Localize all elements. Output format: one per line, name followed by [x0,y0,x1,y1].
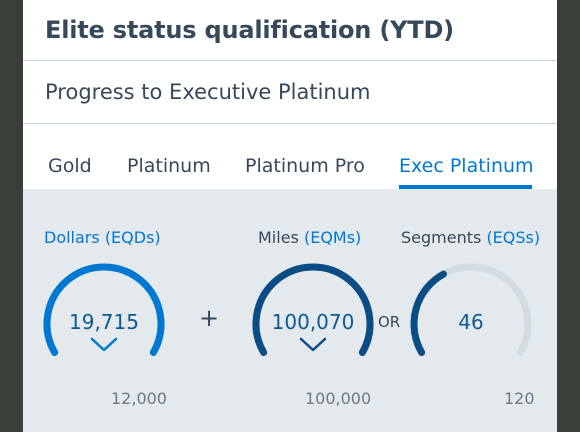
progress-title: Progress to Executive Platinum [45,80,371,104]
miles-value: 100,070 [271,310,355,334]
tab-exec-platinum[interactable]: Exec Platinum [399,155,534,177]
active-tab-indicator [399,185,532,189]
dollars-label: Dollars (EQDs) [44,228,161,247]
tab-platinum-pro[interactable]: Platinum Pro [245,155,365,177]
progress-panel: Dollars (EQDs) Miles (EQMs) Segments (EQ… [23,189,557,432]
miles-label-unit: (EQMs) [303,228,362,247]
dollars-label-main: Dollars [44,228,100,247]
miles-label-main: Miles [258,228,299,247]
progress-heading: Progress to Executive Platinum [23,61,557,124]
miles-progress-ring [252,263,374,356]
dollars-label-unit: (EQDs) [104,228,161,247]
dollars-ring-fill [43,263,165,356]
miles-label: Miles (EQMs) [258,228,361,247]
segments-label-unit: (EQSs) [486,228,541,247]
check-icon [90,337,118,352]
status-tabs: Gold Platinum Platinum Pro Exec Platinum [23,124,557,190]
dollars-progress-ring [43,263,165,356]
card-header: Elite status qualification (YTD) [23,0,557,61]
segments-ring-fill [410,270,448,356]
segments-label: Segments (EQSs) [401,228,540,247]
segments-progress-ring [410,263,532,356]
miles-ring-fill [252,263,374,356]
segments-target: 120 [504,389,535,408]
check-icon [299,337,327,352]
segments-value: 46 [458,310,484,334]
elite-status-card: Elite status qualification (YTD) Progres… [23,0,557,432]
dollars-target: 12,000 [111,389,167,408]
miles-target: 100,000 [305,389,372,408]
plus-operator: + [199,304,220,332]
segments-label-main: Segments [401,228,482,247]
tab-platinum[interactable]: Platinum [127,155,211,177]
or-operator: OR [378,313,401,331]
card-title: Elite status qualification (YTD) [45,16,454,44]
tab-gold[interactable]: Gold [48,155,92,177]
dollars-value: 19,715 [69,310,139,334]
